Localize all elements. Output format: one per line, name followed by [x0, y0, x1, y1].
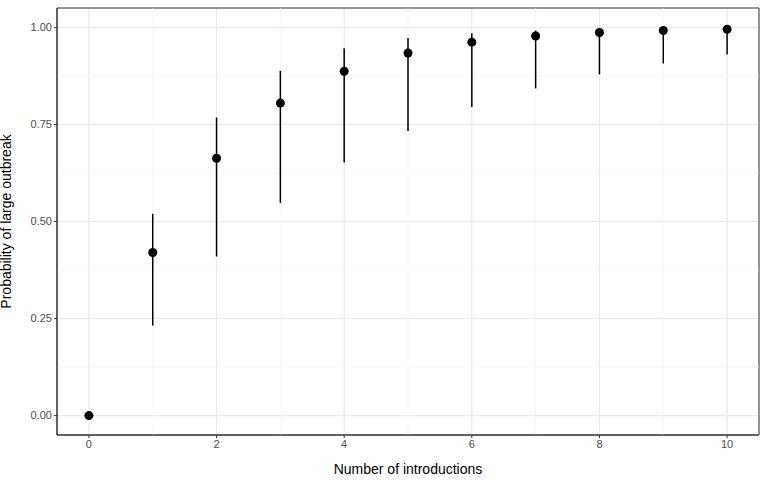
- svg-text:10: 10: [721, 438, 733, 450]
- svg-text:0: 0: [86, 438, 92, 450]
- svg-text:0.00: 0.00: [31, 409, 52, 421]
- svg-text:4: 4: [341, 438, 347, 450]
- svg-text:6: 6: [469, 438, 475, 450]
- svg-text:2: 2: [213, 438, 219, 450]
- svg-text:0.50: 0.50: [31, 215, 52, 227]
- svg-text:1.00: 1.00: [31, 21, 52, 33]
- svg-text:8: 8: [596, 438, 602, 450]
- svg-text:Number of introductions: Number of introductions: [334, 461, 483, 477]
- svg-text:0.25: 0.25: [31, 312, 52, 324]
- svg-text:Probability of large outbreak: Probability of large outbreak: [8, 133, 14, 308]
- svg-text:0.75: 0.75: [31, 118, 52, 130]
